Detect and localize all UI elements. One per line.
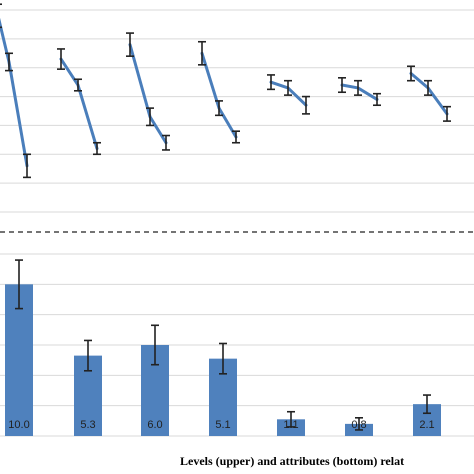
bar-data-label: 2.1 bbox=[419, 419, 434, 431]
x-axis-label: Levels (upper) and attributes (bottom) r… bbox=[180, 454, 404, 468]
level-lines bbox=[0, 3, 451, 179]
bar-data-label: 6.0 bbox=[147, 419, 162, 431]
level-series-line bbox=[340, 83, 379, 101]
level-series-line bbox=[59, 57, 99, 151]
attribute-bars: 10.0 5.3 6.0 5.1 1.1 0.8 2.1 bbox=[5, 259, 441, 436]
level-series-line bbox=[200, 51, 238, 139]
level-series-line bbox=[409, 71, 449, 116]
bar-data-label: 10.0 bbox=[8, 419, 29, 431]
bar-data-label: 5.1 bbox=[215, 419, 230, 431]
level-series-line bbox=[0, 17, 29, 168]
bar-data-label: 1.1 bbox=[283, 419, 298, 431]
level-series-line bbox=[128, 43, 168, 145]
upper-gridlines bbox=[0, 9, 474, 213]
bar-data-label: 5.3 bbox=[80, 419, 95, 431]
bar bbox=[5, 284, 33, 436]
bar-data-label: 0.8 bbox=[351, 419, 366, 431]
